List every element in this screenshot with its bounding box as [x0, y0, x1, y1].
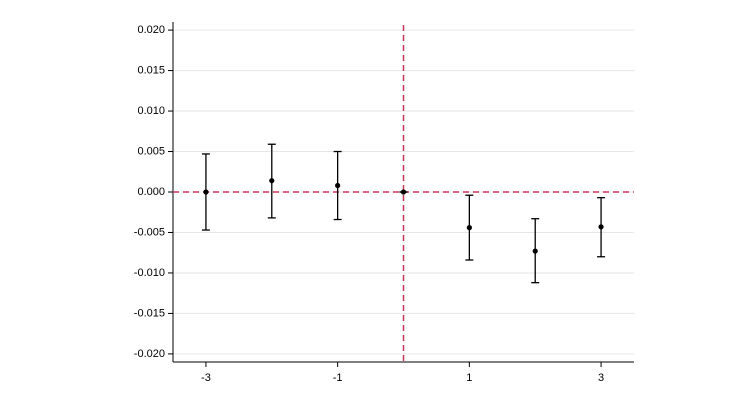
- y-tick-label: -0.015: [134, 307, 165, 319]
- x-tick-label: 1: [466, 372, 472, 384]
- y-tick-label: 0.000: [137, 186, 165, 198]
- y-tick-label: -0.020: [134, 348, 165, 360]
- point: [269, 178, 275, 184]
- point: [335, 182, 341, 189]
- point: [400, 189, 407, 195]
- point: [203, 189, 209, 195]
- y-tick-label: 0.020: [137, 24, 165, 36]
- y-tick-label: 0.005: [137, 145, 165, 157]
- y-tick-label: 0.015: [137, 64, 165, 76]
- x-tick-label: -1: [333, 372, 343, 384]
- point: [466, 225, 472, 231]
- y-tick-label: -0.010: [134, 267, 165, 279]
- x-tick-label: -3: [201, 372, 211, 384]
- point: [532, 248, 538, 254]
- y-tick-label: -0.005: [134, 226, 165, 238]
- y-tick-label: 0.010: [137, 105, 165, 117]
- point: [598, 224, 604, 230]
- x-tick-label: 3: [598, 372, 604, 384]
